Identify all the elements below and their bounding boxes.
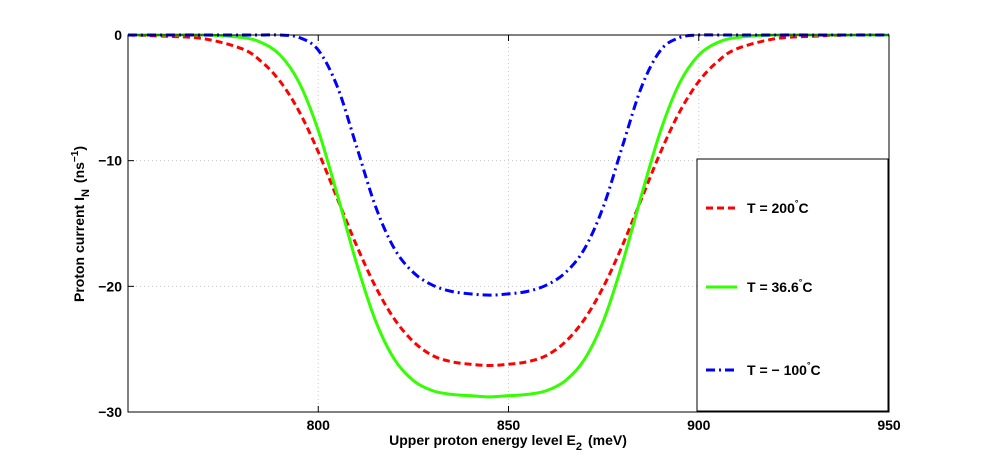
series-line-1 bbox=[127, 33, 890, 368]
legend-label-2: T = 36.6°C bbox=[747, 277, 813, 295]
y-tick-label: 0 bbox=[114, 27, 122, 43]
y-axis-label: Proton current IN(ns−1) bbox=[70, 146, 92, 302]
y-tick-label: −20 bbox=[98, 278, 122, 294]
axis-ticks: 800 850 900 950 0 −10 −20 −30 bbox=[98, 27, 901, 433]
x-tick-label: 850 bbox=[497, 417, 521, 433]
legend-label-1: T = 200°C bbox=[747, 198, 809, 216]
x-tick-label: 950 bbox=[877, 417, 901, 433]
series-line-2 bbox=[128, 33, 889, 399]
legend-label-3: T = − 100°C bbox=[747, 360, 821, 378]
x-tick-label: 800 bbox=[307, 417, 331, 433]
legend: T = 200°C T = 36.6°C T = − 100°C bbox=[696, 158, 889, 412]
x-tick-label: 900 bbox=[687, 417, 711, 433]
x-axis-label: Upper proton energy level E2 (meV) bbox=[389, 432, 627, 453]
y-tick-label: −10 bbox=[98, 153, 122, 169]
y-tick-label: −30 bbox=[98, 404, 122, 420]
